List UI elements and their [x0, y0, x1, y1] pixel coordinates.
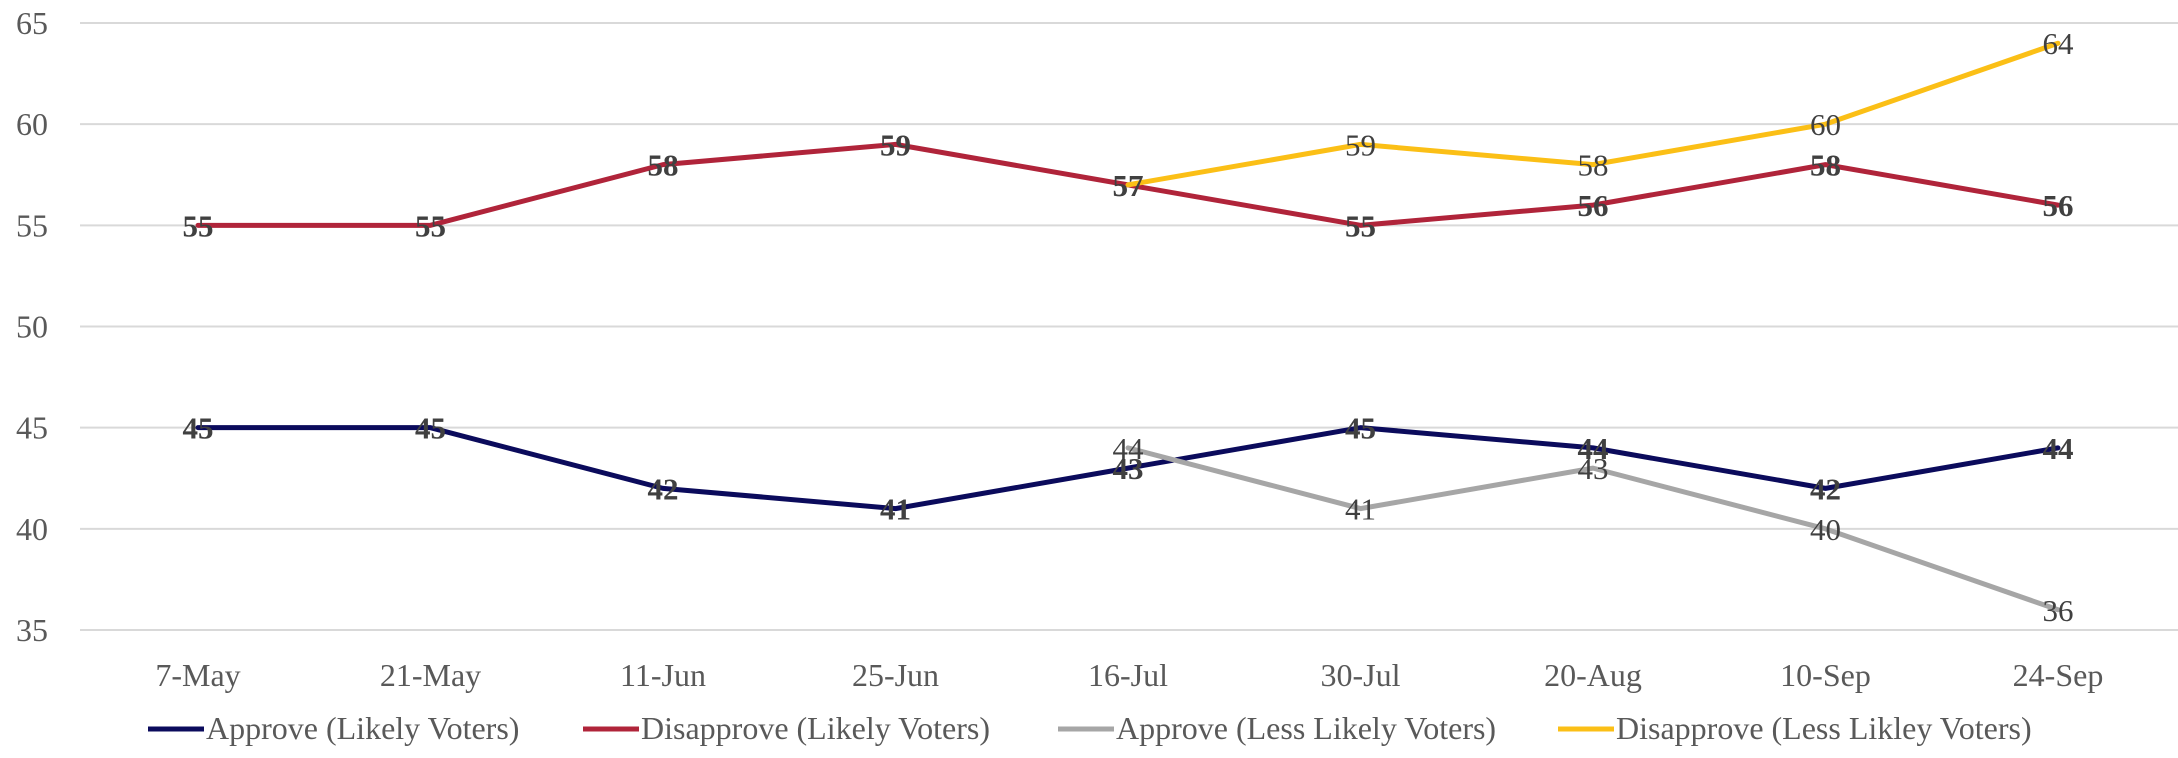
y-tick-label: 35: [16, 612, 48, 648]
x-tick-label: 21-May: [380, 657, 481, 693]
legend-label: Disapprove (Likely Voters): [641, 710, 990, 746]
data-label: 45: [415, 411, 446, 446]
x-axis-tick-labels: 7-May 21-May 11-Jun 25-Jun 16-Jul 30-Jul 20-Au…: [155, 657, 2103, 693]
data-labels: 45 45 42 41 43 45 44 42 44 55 55 58 59 57 55 56 58 56 44 41…: [183, 26, 2075, 628]
data-label: 44: [1578, 431, 1609, 466]
data-label: 57: [1113, 168, 1144, 203]
x-tick-label: 20-Aug: [1544, 657, 1642, 693]
series-line-3: [1125, 445, 2061, 613]
data-label: 55: [1345, 208, 1376, 243]
y-tick-label: 50: [16, 309, 48, 345]
data-label: 41: [880, 492, 911, 527]
series-line-1: [195, 425, 2061, 512]
y-tick-label: 65: [16, 5, 48, 41]
legend: Approve (Likely Voters) Disapprove (Likel…: [148, 710, 2032, 746]
data-label: 40: [1810, 512, 1841, 547]
data-label: 57: [1113, 168, 1144, 203]
data-label: 58: [1810, 148, 1841, 183]
data-label: 58: [648, 148, 679, 183]
y-tick-label: 60: [16, 106, 48, 142]
x-tick-label: 16-Jul: [1088, 657, 1168, 693]
data-label: 42: [1810, 471, 1841, 506]
series-line-4: [1125, 40, 2061, 188]
data-label: 55: [183, 208, 214, 243]
series-lines: [195, 40, 2061, 613]
data-label: 58: [1578, 148, 1609, 183]
data-label: 59: [1345, 127, 1376, 162]
data-label: 42: [648, 471, 679, 506]
x-tick-label: 10-Sep: [1780, 657, 1871, 693]
grid-lines: [80, 22, 2178, 631]
data-label: 44: [1113, 431, 1145, 466]
x-tick-label: 11-Jun: [620, 657, 706, 693]
data-label: 56: [2043, 188, 2074, 223]
y-tick-label: 40: [16, 511, 48, 547]
y-tick-label: 45: [16, 410, 48, 446]
data-label: 43: [1113, 451, 1144, 486]
legend-label: Approve (Likely Voters): [206, 710, 519, 746]
data-label: 36: [2043, 593, 2074, 628]
data-label: 59: [880, 127, 911, 162]
x-tick-label: 25-Jun: [852, 657, 939, 693]
x-tick-label: 7-May: [155, 657, 240, 693]
data-label: 64: [2043, 26, 2075, 61]
data-label: 60: [1810, 107, 1841, 142]
data-label: 45: [1345, 411, 1376, 446]
x-tick-label: 24-Sep: [2013, 657, 2104, 693]
data-label: 56: [1578, 188, 1609, 223]
data-label: 55: [415, 208, 446, 243]
y-axis-tick-labels: 35 40 45 50 55 60 65: [16, 5, 48, 648]
legend-label: Disapprove (Less Likley Voters): [1616, 710, 2032, 746]
y-tick-label: 55: [16, 207, 48, 243]
x-tick-label: 30-Jul: [1321, 657, 1401, 693]
data-label: 44: [2043, 431, 2074, 466]
data-label: 45: [183, 411, 214, 446]
data-label: 43: [1578, 451, 1609, 486]
legend-label: Approve (Less Likely Voters): [1116, 710, 1496, 746]
data-label: 41: [1345, 492, 1376, 527]
